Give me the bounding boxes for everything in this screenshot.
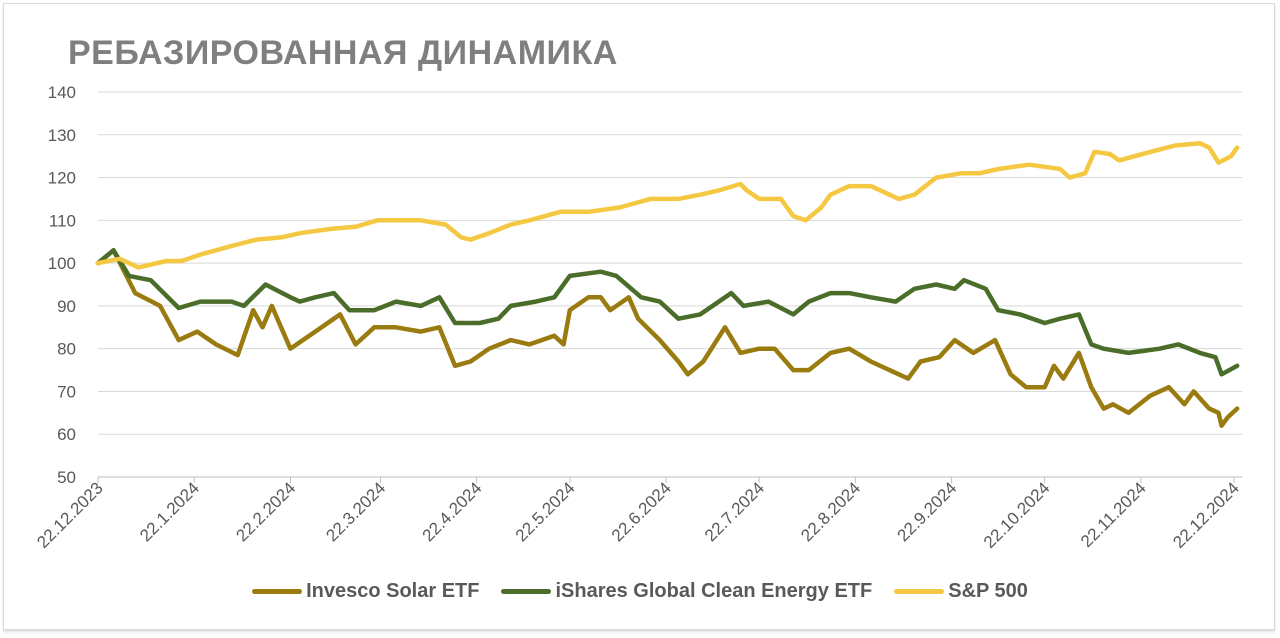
y-tick-label: 130 (48, 126, 76, 145)
y-tick-label: 90 (57, 297, 76, 316)
legend-item-solar: Invesco Solar ETF (252, 580, 479, 603)
legend-item-clean-energy: iShares Global Clean Energy ETF (501, 580, 872, 603)
y-tick-label: 50 (57, 468, 76, 487)
y-tick-label: 120 (48, 169, 76, 188)
x-tick-label: 22.9.2024 (894, 478, 961, 545)
y-tick-label: 80 (57, 340, 76, 359)
x-tick-label: 22.12.2024 (1169, 478, 1243, 552)
x-tick-label: 22.3.2024 (322, 478, 389, 545)
legend-label: iShares Global Clean Energy ETF (555, 580, 873, 602)
legend-item-sp500: S&P 500 (894, 580, 1028, 603)
legend: Invesco Solar ETF iShares Global Clean E… (0, 580, 1280, 603)
x-tick-label: 22.6.2024 (608, 478, 675, 545)
series-line-0 (95, 248, 1240, 428)
chart-frame (3, 3, 1275, 630)
chart-title: РЕБАЗИРОВАННАЯ ДИНАМИКА (68, 34, 618, 72)
y-tick-label: 140 (48, 83, 76, 102)
y-tick-label: 60 (57, 425, 76, 444)
series-line-2 (95, 141, 1240, 270)
x-tick-label: 22.10.2024 (980, 478, 1054, 552)
y-tick-label: 70 (57, 382, 76, 401)
legend-label: S&P 500 (948, 580, 1028, 602)
legend-label: Invesco Solar ETF (306, 580, 480, 602)
x-tick-label: 22.8.2024 (797, 478, 864, 545)
x-tick-label: 22.11.2024 (1077, 478, 1150, 551)
legend-swatch (501, 589, 552, 594)
x-tick-label: 22.1.2024 (136, 478, 203, 545)
x-tick-label: 22.4.2024 (419, 478, 486, 545)
y-tick-label: 110 (49, 211, 76, 230)
x-tick-label: 22.12.2023 (33, 478, 107, 552)
legend-swatch (252, 589, 303, 594)
series-line-1 (95, 248, 1240, 377)
x-tick-label: 22.2.2024 (232, 478, 299, 545)
legend-swatch (894, 589, 945, 594)
x-tick-label: 22.5.2024 (512, 478, 579, 545)
y-tick-label: 100 (48, 254, 76, 273)
x-tick-label: 22.7.2024 (701, 478, 768, 545)
